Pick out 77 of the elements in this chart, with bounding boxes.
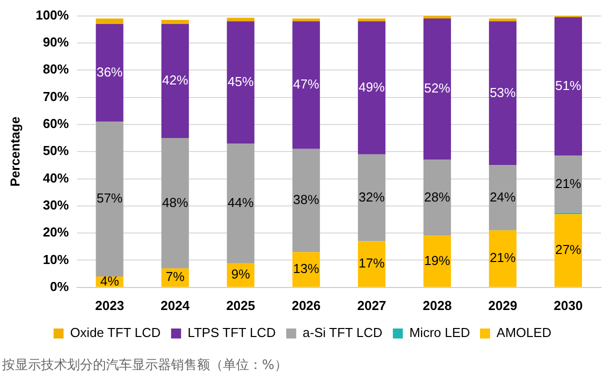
- bar: [358, 18, 386, 22]
- bar: [161, 138, 189, 268]
- text: 按显示技术划分的汽车显示器销售额（单位：%）: [2, 357, 288, 374]
- y-tick-label: 50%: [42, 143, 70, 158]
- bar: [292, 21, 320, 149]
- x-tick-label: 2027: [357, 298, 386, 313]
- bar: [358, 241, 386, 287]
- bar: [292, 148, 320, 252]
- bar: [226, 143, 254, 263]
- data-label: 45%: [228, 74, 254, 89]
- bar: [358, 21, 386, 154]
- data-label: 21%: [490, 250, 516, 266]
- bar: [226, 21, 254, 144]
- data-label: 36%: [96, 64, 124, 80]
- data-label: 17%: [358, 256, 386, 271]
- data-label: 49%: [358, 79, 386, 94]
- bar: [292, 18, 320, 22]
- x-tick-label: 2026: [292, 298, 321, 313]
- data-label: 53%: [490, 84, 516, 100]
- data-label: 47%: [293, 76, 320, 92]
- x-tick-label: 2025: [226, 298, 256, 313]
- bar: [161, 20, 189, 24]
- data-label: 51%: [555, 78, 582, 93]
- bar: [488, 21, 516, 166]
- y-tick-label: 40%: [42, 170, 70, 186]
- data-label: 21%: [555, 176, 582, 191]
- legend-label: LTPS TFT LCD: [188, 325, 276, 340]
- x-tick-label: 2029: [488, 298, 518, 313]
- legend-label: AMOLED: [496, 325, 552, 340]
- data-label: 9%: [231, 266, 250, 282]
- data-label: 57%: [96, 190, 124, 206]
- y-tick-label: 100%: [36, 7, 70, 22]
- y-tick-label: 20%: [42, 224, 70, 240]
- x-tick-label: 2030: [554, 298, 583, 313]
- y-tick-label: 10%: [42, 252, 70, 267]
- bar: [488, 18, 516, 22]
- data-label: 28%: [424, 189, 451, 204]
- y-axis-title: Percentage: [7, 116, 22, 187]
- bar: [423, 236, 451, 287]
- data-label: 7%: [166, 269, 185, 284]
- x-tick-label: 2023: [95, 298, 124, 313]
- bar: [488, 165, 516, 230]
- bar: [423, 16, 451, 19]
- bar: [226, 18, 254, 22]
- data-label: 44%: [228, 194, 254, 210]
- data-label: 48%: [162, 194, 189, 210]
- data-label: 32%: [358, 189, 386, 204]
- y-tick-label: 30%: [42, 198, 70, 212]
- legend-label: Micro LED: [409, 325, 470, 340]
- legend-label: Oxide TFT LCD: [70, 325, 161, 340]
- data-label: 4%: [100, 273, 120, 288]
- bar: [554, 17, 582, 156]
- data-label: 13%: [293, 261, 320, 276]
- bar: [423, 160, 451, 236]
- y-tick-label: 0%: [50, 278, 70, 294]
- bar: [358, 154, 386, 242]
- y-tick-label: 90%: [42, 34, 70, 50]
- bar: [423, 18, 451, 160]
- x-tick-label: 2028: [422, 298, 452, 313]
- bar: [96, 24, 124, 122]
- data-label: 27%: [555, 242, 582, 258]
- data-label: 24%: [490, 189, 516, 204]
- bar: [554, 156, 582, 213]
- x-tick-label: 2024: [160, 298, 190, 313]
- bar: [96, 18, 124, 24]
- legend-label: a-Si TFT LCD: [302, 325, 382, 340]
- data-label: 19%: [424, 252, 451, 268]
- y-tick-label: 80%: [42, 62, 70, 77]
- y-tick-label: 60%: [42, 116, 70, 132]
- bar: [161, 24, 189, 138]
- bar: [554, 214, 582, 287]
- data-label: 42%: [162, 72, 189, 88]
- bar: [96, 122, 124, 277]
- data-label: 52%: [424, 80, 451, 96]
- data-label: 38%: [293, 192, 320, 208]
- y-tick-label: 70%: [42, 88, 70, 104]
- bar: [488, 230, 516, 287]
